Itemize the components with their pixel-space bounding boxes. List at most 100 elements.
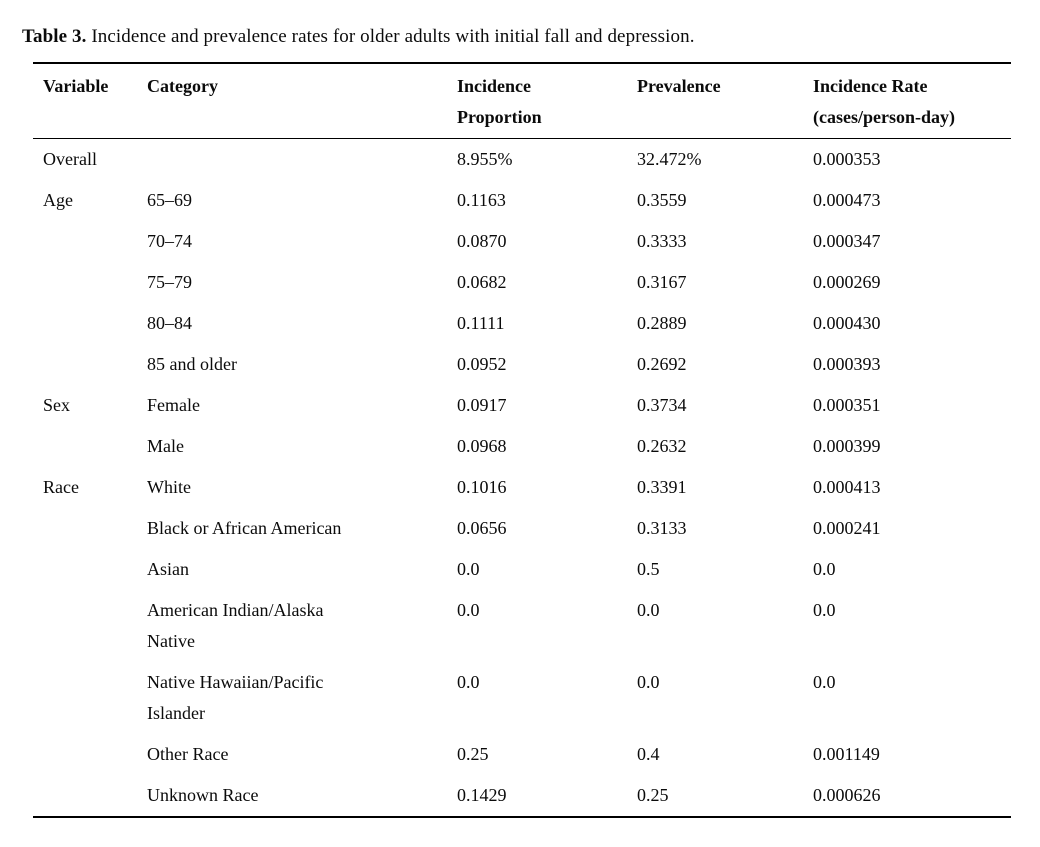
table-row: 75–79 0.0682 0.3167 0.000269 [33, 262, 1011, 303]
cell-category: 70–74 [147, 231, 192, 251]
cell-category: Asian [147, 559, 189, 579]
cell-category: American Indian/Alaska Native [147, 600, 324, 651]
cell-incidence-rate: 0.000399 [813, 436, 881, 456]
table-row: Race White 0.1016 0.3391 0.000413 [33, 467, 1011, 508]
cell-incidence-proportion: 0.0682 [457, 272, 507, 292]
header-row: Variable Category Incidence Proportion P… [33, 63, 1011, 139]
cell-incidence-rate: 0.000473 [813, 190, 881, 210]
cell-variable [33, 734, 147, 775]
table-row: Sex Female 0.0917 0.3734 0.000351 [33, 385, 1011, 426]
table-row: Overall 8.955% 32.472% 0.000353 [33, 139, 1011, 181]
cell-variable [33, 426, 147, 467]
cell-prevalence: 0.2632 [637, 436, 687, 456]
table-row: American Indian/Alaska Native 0.0 0.0 0.… [33, 590, 1011, 662]
cell-incidence-proportion: 0.0952 [457, 354, 507, 374]
page: Table 3. Incidence and prevalence rates … [22, 24, 1040, 818]
cell-incidence-proportion: 0.1163 [457, 190, 506, 210]
cell-incidence-rate: 0.0 [813, 600, 836, 620]
table-row: Black or African American 0.0656 0.3133 … [33, 508, 1011, 549]
cell-incidence-rate: 0.000347 [813, 231, 881, 251]
cell-incidence-proportion: 0.1016 [457, 477, 507, 497]
cell-variable [33, 775, 147, 817]
cell-incidence-rate: 0.000626 [813, 785, 881, 805]
cell-category: 80–84 [147, 313, 192, 333]
cell-incidence-proportion: 0.0656 [457, 518, 507, 538]
cell-incidence-rate: 0.000269 [813, 272, 881, 292]
cell-prevalence: 0.5 [637, 559, 660, 579]
table-caption-label: Table 3. [22, 26, 87, 47]
cell-incidence-proportion: 0.0 [457, 559, 480, 579]
table-row: 80–84 0.1111 0.2889 0.000430 [33, 303, 1011, 344]
cell-incidence-proportion: 0.1429 [457, 785, 507, 805]
cell-category: Black or African American [147, 518, 342, 538]
cell-category: 85 and older [147, 354, 237, 374]
cell-category: Native Hawaiian/Pacific Islander [147, 672, 324, 723]
table-row: Age 65–69 0.1163 0.3559 0.000473 [33, 180, 1011, 221]
column-header-variable: Variable [33, 63, 147, 139]
cell-prevalence: 0.2692 [637, 354, 687, 374]
table-caption-text: Incidence and prevalence rates for older… [86, 26, 695, 47]
cell-category: 75–79 [147, 272, 192, 292]
cell-incidence-rate: 0.001149 [813, 744, 880, 764]
table-row: 85 and older 0.0952 0.2692 0.000393 [33, 344, 1011, 385]
cell-category: Female [147, 395, 200, 415]
column-header-incidence-proportion: Incidence Proportion [457, 63, 637, 139]
cell-prevalence: 32.472% [637, 149, 702, 169]
cell-prevalence: 0.25 [637, 785, 669, 805]
column-header-category: Category [147, 63, 457, 139]
cell-category: Other Race [147, 744, 229, 764]
table-row: Unknown Race 0.1429 0.25 0.000626 [33, 775, 1011, 817]
cell-variable [33, 303, 147, 344]
incidence-prevalence-table: Variable Category Incidence Proportion P… [33, 62, 1011, 818]
table-caption: Table 3. Incidence and prevalence rates … [22, 24, 1040, 49]
cell-prevalence: 0.3391 [637, 477, 687, 497]
cell-prevalence: 0.0 [637, 672, 660, 692]
cell-prevalence: 0.3559 [637, 190, 687, 210]
cell-variable [33, 221, 147, 262]
table-row: Other Race 0.25 0.4 0.001149 [33, 734, 1011, 775]
cell-category: White [147, 477, 191, 497]
cell-incidence-proportion: 0.25 [457, 744, 489, 764]
cell-variable: Age [43, 190, 73, 210]
cell-variable: Sex [43, 395, 70, 415]
table-header: Variable Category Incidence Proportion P… [33, 63, 1011, 139]
cell-variable [33, 344, 147, 385]
cell-incidence-rate: 0.0 [813, 559, 836, 579]
table-row: Native Hawaiian/Pacific Islander 0.0 0.0… [33, 662, 1011, 734]
cell-incidence-rate: 0.000241 [813, 518, 881, 538]
cell-prevalence: 0.3333 [637, 231, 687, 251]
table-row: 70–74 0.0870 0.3333 0.000347 [33, 221, 1011, 262]
cell-prevalence: 0.3133 [637, 518, 687, 538]
cell-category: Unknown Race [147, 785, 259, 805]
cell-category: 65–69 [147, 190, 192, 210]
cell-incidence-rate: 0.000393 [813, 354, 881, 374]
cell-incidence-proportion: 8.955% [457, 149, 513, 169]
table-body: Overall 8.955% 32.472% 0.000353 Age 65–6… [33, 139, 1011, 818]
cell-incidence-proportion: 0.0870 [457, 231, 507, 251]
cell-variable [33, 590, 147, 662]
cell-prevalence: 0.3167 [637, 272, 687, 292]
table-row: Male 0.0968 0.2632 0.000399 [33, 426, 1011, 467]
cell-incidence-rate: 0.0 [813, 672, 836, 692]
cell-variable [33, 508, 147, 549]
cell-category: Male [147, 436, 184, 456]
cell-variable: Race [43, 477, 79, 497]
cell-incidence-rate: 0.000353 [813, 149, 881, 169]
cell-prevalence: 0.3734 [637, 395, 687, 415]
cell-incidence-rate: 0.000351 [813, 395, 881, 415]
cell-incidence-proportion: 0.0 [457, 672, 480, 692]
cell-variable [33, 662, 147, 734]
cell-prevalence: 0.4 [637, 744, 660, 764]
column-header-prevalence: Prevalence [637, 63, 813, 139]
cell-incidence-proportion: 0.1111 [457, 313, 505, 333]
cell-category [147, 139, 457, 181]
cell-variable: Overall [43, 149, 97, 169]
cell-variable [33, 549, 147, 590]
cell-incidence-proportion: 0.0968 [457, 436, 507, 456]
cell-variable [33, 262, 147, 303]
cell-incidence-rate: 0.000430 [813, 313, 881, 333]
cell-incidence-rate: 0.000413 [813, 477, 881, 497]
cell-incidence-proportion: 0.0 [457, 600, 480, 620]
table-row: Asian 0.0 0.5 0.0 [33, 549, 1011, 590]
cell-prevalence: 0.0 [637, 600, 660, 620]
